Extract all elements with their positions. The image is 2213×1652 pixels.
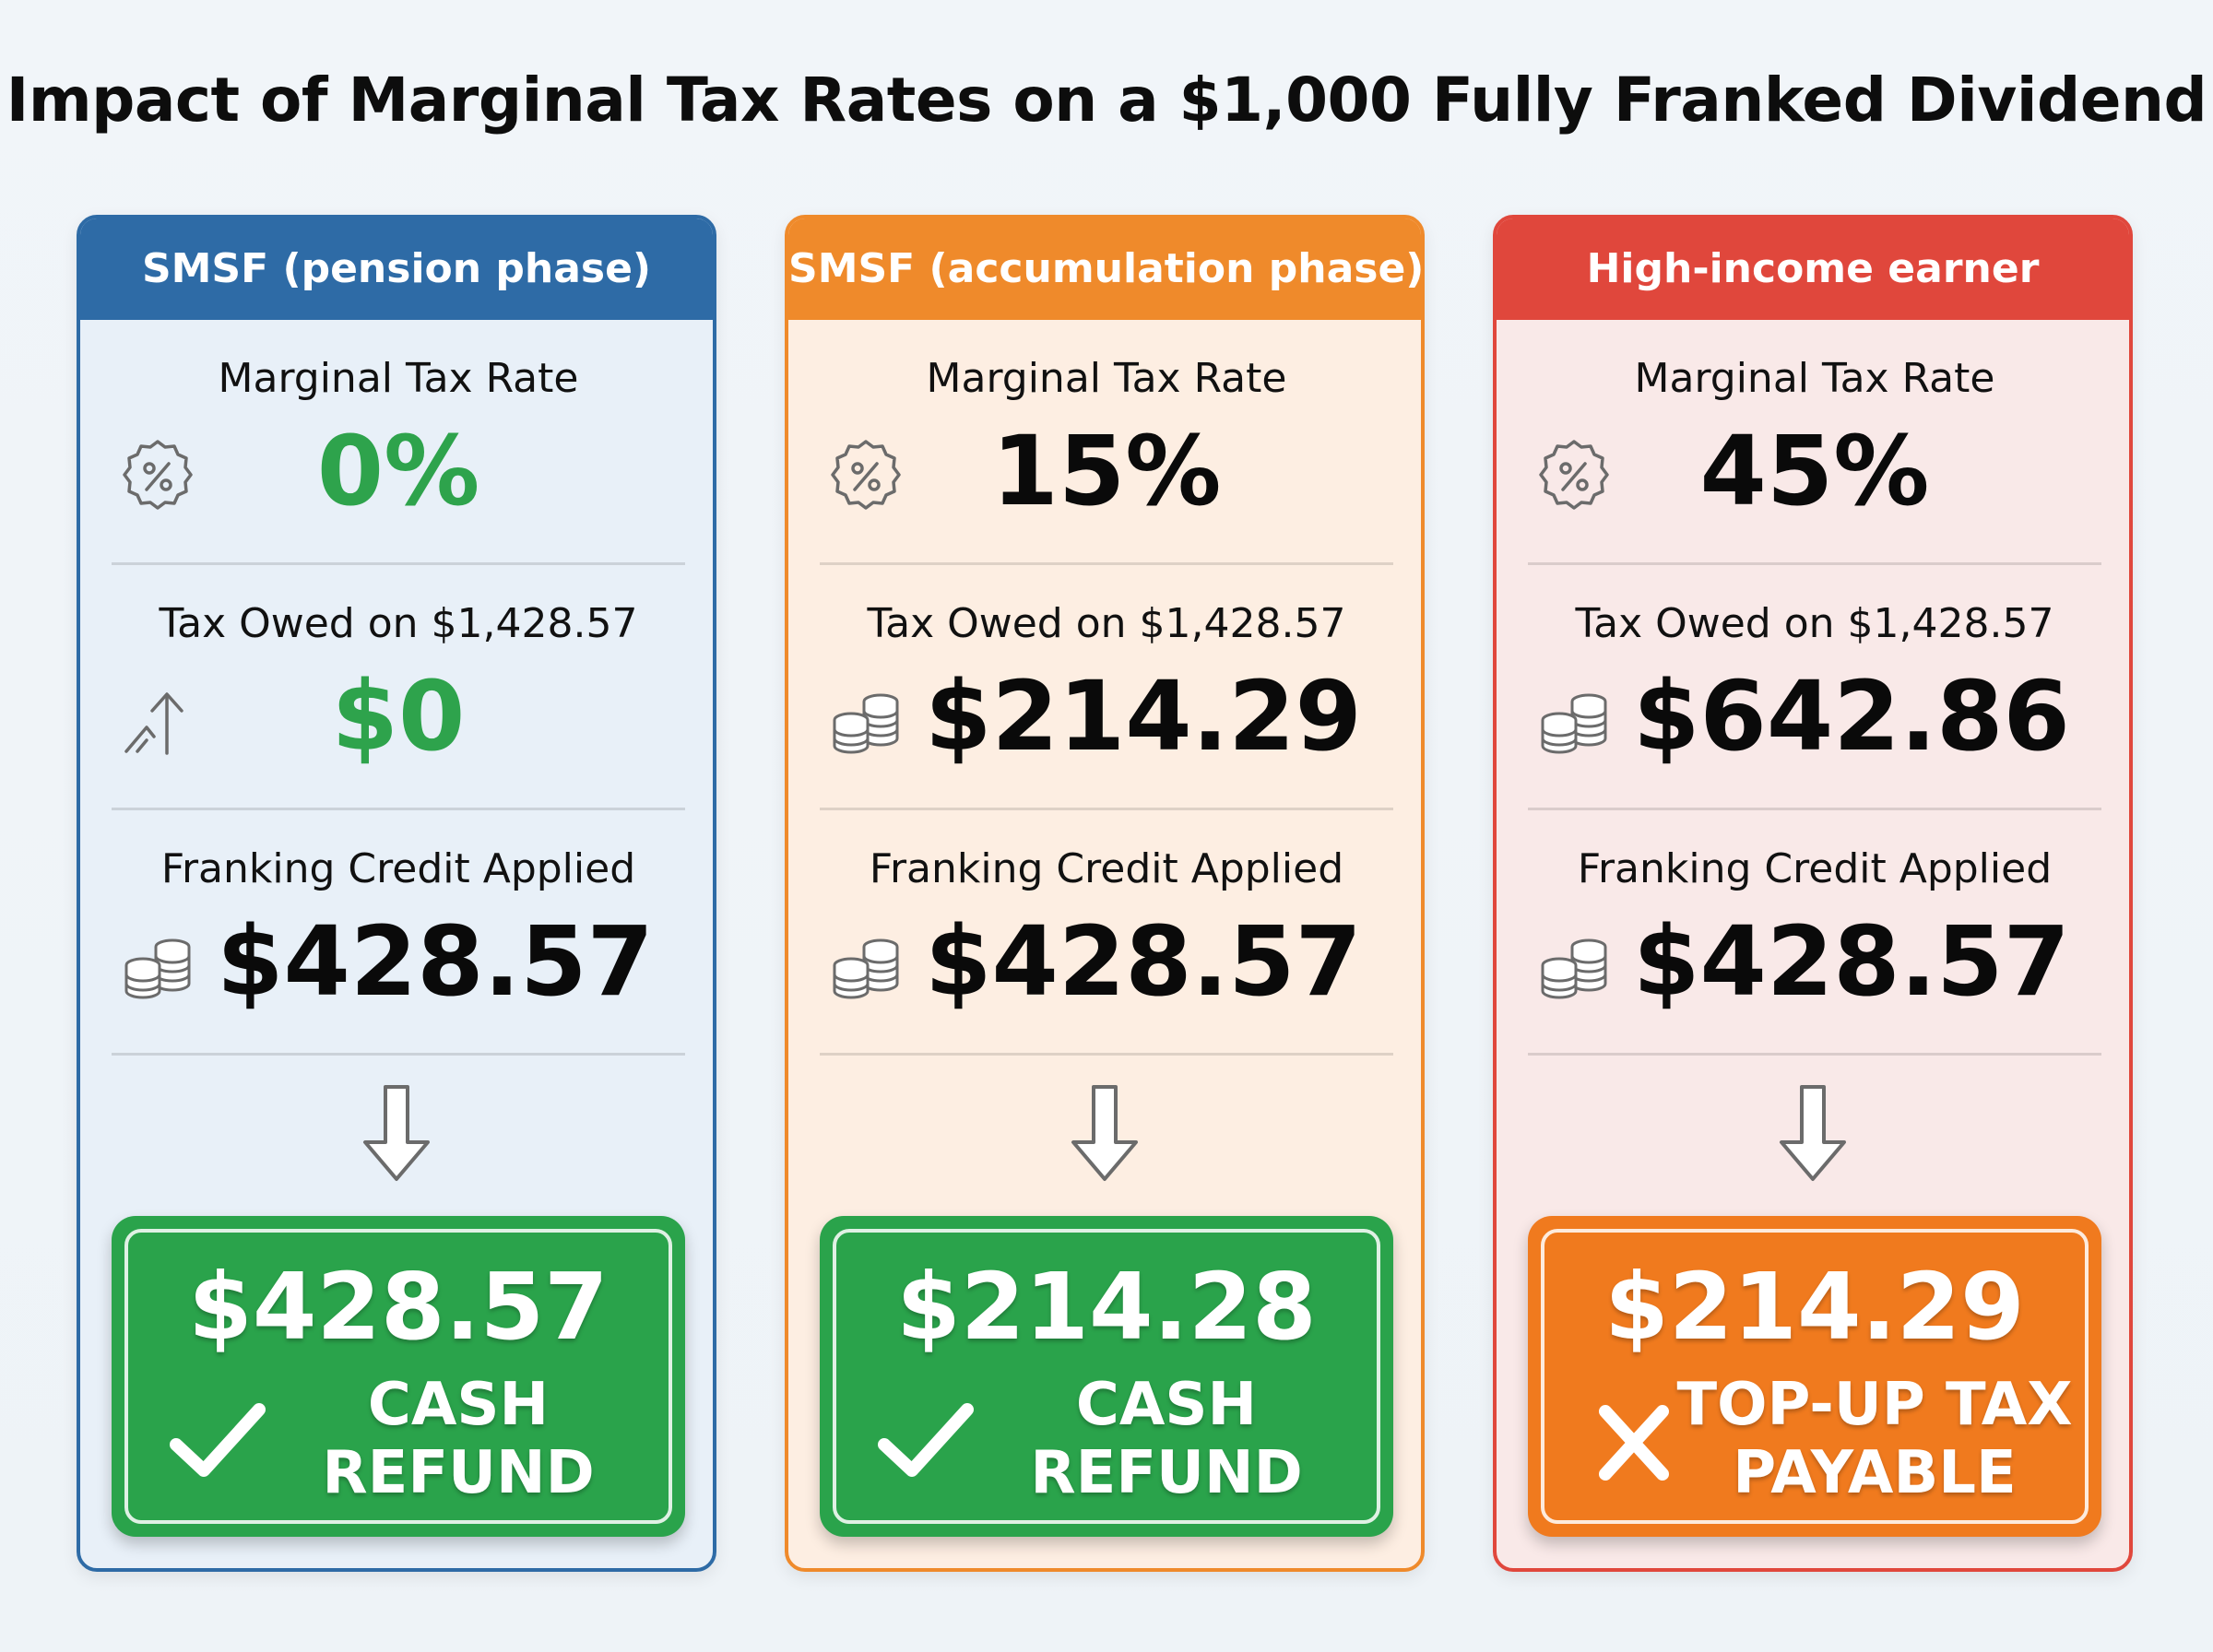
divider: [1528, 808, 2101, 810]
rate-value: 15%: [991, 415, 1222, 527]
credit-label: Franking Credit Applied: [869, 845, 1344, 892]
card-header: SMSF (pension phase): [80, 218, 713, 320]
rate-label: Marginal Tax Rate: [218, 355, 579, 402]
rate-label: Marginal Tax Rate: [1634, 355, 1995, 402]
coins-stack-icon: [1541, 938, 1607, 999]
tax-owed-section: Tax Owed on $1,428.57 $642.86: [1528, 565, 2101, 810]
divider: [1528, 562, 2101, 565]
percent-badge-icon: [123, 440, 193, 510]
check-icon: [878, 1403, 974, 1477]
marginal-rate-section: Marginal Tax Rate 45%: [1528, 320, 2101, 565]
card-high-income-earner: High-income earner Marginal Tax Rate 45%…: [1493, 215, 2133, 1572]
check-icon: [170, 1403, 266, 1477]
result-label: CASH REFUND: [322, 1371, 595, 1507]
arrow-down-icon: [1071, 1085, 1138, 1181]
divider: [112, 1053, 685, 1056]
tax-label: Tax Owed on $1,428.57: [867, 600, 1346, 647]
rate-value: 45%: [1699, 415, 1930, 527]
divider: [820, 562, 1393, 565]
divider: [112, 562, 685, 565]
trend-up-arrow-icon: [124, 692, 183, 755]
tax-value: $214.29: [925, 660, 1362, 773]
credit-value: $428.57: [1633, 905, 2070, 1018]
tax-owed-section: Tax Owed on $1,428.57 $0: [112, 565, 685, 810]
rate-label: Marginal Tax Rate: [926, 355, 1287, 402]
page-title: Impact of Marginal Tax Rates on a $1,000…: [6, 65, 2207, 136]
tax-owed-section: Tax Owed on $1,428.57 $214.29: [820, 565, 1393, 810]
divider: [820, 1053, 1393, 1056]
coins-stack-icon: [833, 938, 899, 999]
card-smsf-accumulation: SMSF (accumulation phase) Marginal Tax R…: [785, 215, 1425, 1572]
result-badge: $214.28 CASH REFUND: [820, 1216, 1393, 1537]
tax-value: $0: [331, 660, 466, 773]
result-amount: $214.29: [1604, 1253, 2025, 1361]
card-smsf-pension: SMSF (pension phase) Marginal Tax Rate 0…: [77, 215, 716, 1572]
divider: [820, 808, 1393, 810]
percent-badge-icon: [1539, 440, 1609, 510]
divider: [1528, 1053, 2101, 1056]
credit-label: Franking Credit Applied: [1577, 845, 2053, 892]
franking-credit-section: Franking Credit Applied $428.57: [112, 810, 685, 1056]
credit-label: Franking Credit Applied: [160, 845, 636, 892]
coins-stack-icon: [124, 938, 191, 999]
result-label: CASH REFUND: [1030, 1371, 1303, 1507]
marginal-rate-section: Marginal Tax Rate 15%: [820, 320, 1393, 565]
credit-value: $428.57: [925, 905, 1362, 1018]
result-badge: $428.57 CASH REFUND: [112, 1216, 685, 1537]
franking-credit-section: Franking Credit Applied $428.57: [1528, 810, 2101, 1056]
franking-credit-section: Franking Credit Applied $428.57: [820, 810, 1393, 1056]
result-badge: $214.29 TOP-UP TAX PAYABLE: [1528, 1216, 2101, 1537]
marginal-rate-section: Marginal Tax Rate 0%: [112, 320, 685, 565]
tax-value: $642.86: [1633, 660, 2070, 773]
result-amount: $214.28: [896, 1253, 1317, 1361]
card-header: SMSF (accumulation phase): [788, 218, 1421, 320]
arrow-down-icon: [363, 1085, 430, 1181]
tax-label: Tax Owed on $1,428.57: [159, 600, 638, 647]
coins-stack-icon: [1541, 693, 1607, 754]
rate-value: 0%: [316, 415, 480, 527]
percent-badge-icon: [831, 440, 901, 510]
tax-label: Tax Owed on $1,428.57: [1575, 600, 2054, 647]
card-header: High-income earner: [1497, 218, 2129, 320]
divider: [112, 808, 685, 810]
credit-value: $428.57: [217, 905, 654, 1018]
result-amount: $428.57: [188, 1253, 609, 1361]
coins-stack-icon: [833, 693, 899, 754]
cross-icon: [1599, 1405, 1669, 1481]
arrow-down-icon: [1780, 1085, 1846, 1181]
result-label: TOP-UP TAX PAYABLE: [1676, 1371, 2073, 1507]
